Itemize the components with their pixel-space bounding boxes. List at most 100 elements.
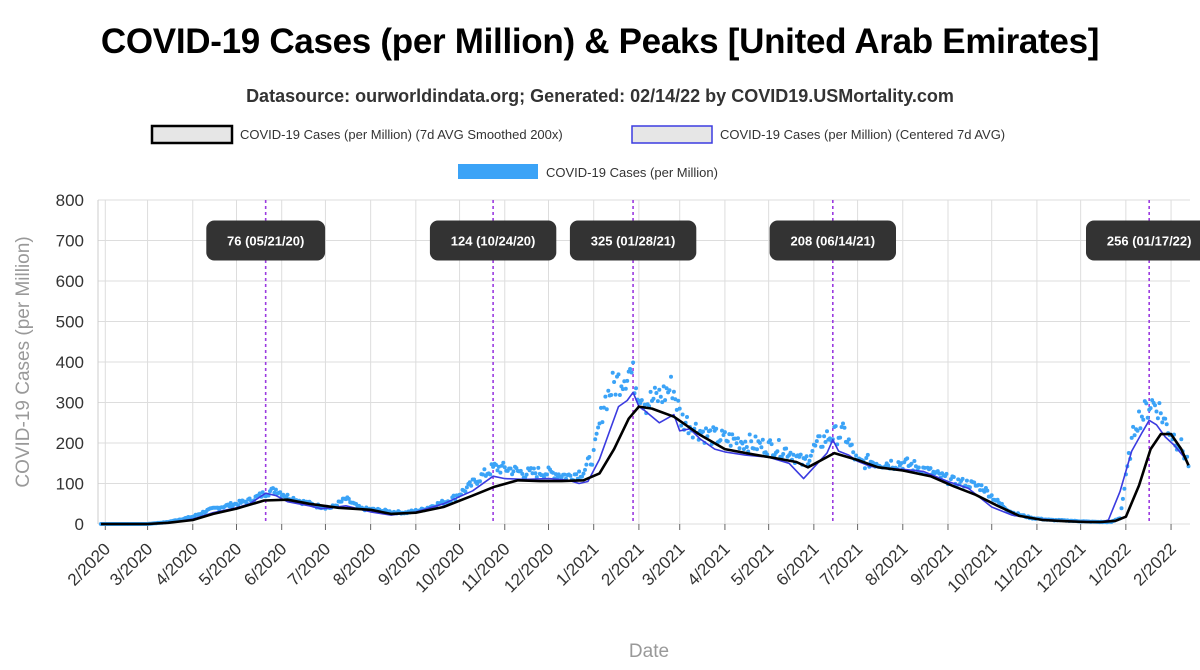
daily-case-point [734,441,739,446]
daily-case-point [912,459,917,463]
daily-case-point [610,370,615,375]
daily-case-point [568,473,573,478]
x-axis-title: Date [629,641,669,662]
daily-case-point [979,483,984,488]
daily-case-point [788,450,793,455]
daily-case-point [704,426,708,431]
peak-labels: 76 (05/21/20) 124 (10/24/20) 325 (01/28/21… [206,220,1200,261]
daily-case-point [498,470,503,475]
y-tick-label: 100 [56,475,84,494]
daily-case-point [807,458,812,463]
daily-case-point [862,466,867,471]
daily-case-point [1131,424,1136,429]
daily-case-point [562,472,567,477]
daily-case-point [889,458,894,463]
y-tick-label: 400 [56,353,84,372]
x-tick-label: 4/2021 [684,539,734,589]
x-tick-label: 3/2020 [106,539,156,589]
daily-case-point [685,415,689,419]
x-tick-label: 2/2021 [598,539,648,589]
y-tick-label: 200 [56,434,84,453]
daily-case-point [741,447,746,452]
daily-case-point [629,370,634,375]
daily-case-point [964,478,969,483]
daily-case-point [612,380,617,384]
daily-case-point [922,465,927,470]
daily-case-point [951,475,956,479]
peak-label: 325 (01/28/21) [591,234,676,249]
daily-case-point [587,455,592,459]
daily-case-point [708,428,713,433]
daily-case-point [623,386,628,391]
daily-case-point [463,489,468,494]
daily-case-point [339,499,344,504]
daily-case-point [1148,406,1153,411]
daily-case-point [596,425,601,430]
smoothed-7d-avg-line [100,405,1190,526]
daily-case-point [1163,416,1168,421]
legend-swatch-centered [631,125,713,144]
y-tick-label: 800 [56,191,84,210]
legend-swatch-smoothed [150,124,234,145]
daily-case-point [285,492,290,497]
daily-case-point [631,360,636,365]
daily-case-point [1154,409,1159,414]
daily-case-point [291,495,296,500]
daily-case-point [823,440,828,444]
x-tick-label: 6/2020 [240,539,290,589]
daily-case-point [775,449,780,454]
daily-case-point [451,493,456,498]
daily-case-point [849,442,854,447]
daily-case-point [469,483,474,488]
x-tick-label: 1/2022 [1084,539,1134,589]
daily-case-point [577,469,582,474]
y-tick-label: 0 [75,515,84,534]
daily-case-point [791,452,796,457]
daily-case-point [620,387,625,392]
daily-case-point [488,472,493,477]
x-tick-label: 4/2020 [151,539,201,589]
series-lines [100,391,1190,526]
daily-case-point [652,385,657,390]
daily-case-point [494,462,498,467]
daily-case-point [841,421,845,426]
x-tick-label: 10/2021 [944,539,1001,596]
daily-case-point [989,493,994,498]
daily-case-point [693,421,698,426]
peak-label: 76 (05/21/20) [227,234,304,249]
daily-case-point [584,462,589,467]
daily-case-point [508,466,513,471]
peak-label: 256 (01/17/22) [1107,234,1192,249]
daily-case-point [599,405,603,410]
daily-case-point [864,456,869,460]
daily-case-point [725,439,730,444]
daily-case-point [718,438,723,443]
daily-case-point [755,447,759,452]
daily-case-point [905,456,910,461]
daily-case-point [260,490,265,495]
daily-case-point [701,429,705,434]
daily-case-point [590,462,595,467]
peak-label-box [429,220,557,261]
daily-case-point [593,437,598,442]
daily-case-point [1129,435,1134,440]
daily-case-point [671,389,676,394]
daily-case-point [604,407,609,412]
daily-case-point [1132,433,1137,438]
daily-case-point [714,426,719,431]
daily-case-point [661,384,666,389]
daily-case-point [616,372,621,377]
x-tick-label: 7/2021 [816,539,866,589]
daily-case-point [846,437,851,442]
daily-case-point [944,471,949,476]
daily-case-point [600,420,605,425]
y-tick-label: 300 [56,394,84,413]
daily-case-point [749,439,754,444]
daily-case-point [496,464,501,469]
daily-case-point [1145,415,1150,420]
daily-case-point [744,445,749,449]
daily-case-point [464,485,469,490]
y-axis-ticks: 0 100 200 300 400 500 600 700 800 [56,191,84,534]
peak-label-box [569,220,697,261]
